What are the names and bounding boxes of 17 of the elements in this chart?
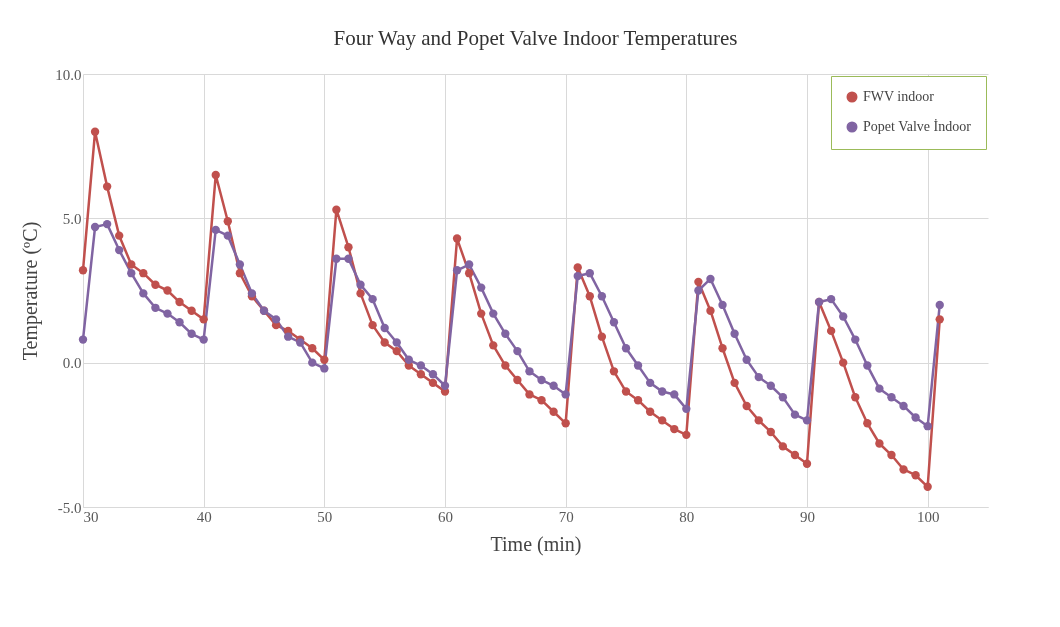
y-tick-label: 0.0 (62, 355, 82, 372)
x-tick-label: 60 (438, 508, 453, 525)
y-axis-title: Temperature (ºC) (19, 221, 43, 361)
x-tick-label: 100 (916, 508, 940, 525)
chart-title: Four Way and Popet Valve Indoor Temperatures (333, 26, 738, 50)
x-tick-label: 50 (317, 508, 333, 525)
legend-label: FWV indoor (863, 89, 935, 104)
x-tick-label: 90 (800, 508, 815, 525)
legend-label: Popet Valve İndoor (863, 119, 972, 134)
x-tick-label: 70 (558, 508, 574, 525)
x-axis-title: Time (min) (490, 532, 582, 556)
x-tick-label: 30 (83, 508, 99, 525)
y-tick-label: -5.0 (57, 499, 82, 516)
y-tick-label: 5.0 (62, 210, 82, 227)
x-tick-label: 40 (196, 508, 212, 525)
x-tick-label: 80 (679, 508, 695, 525)
y-tick-label: 10.0 (55, 66, 82, 83)
